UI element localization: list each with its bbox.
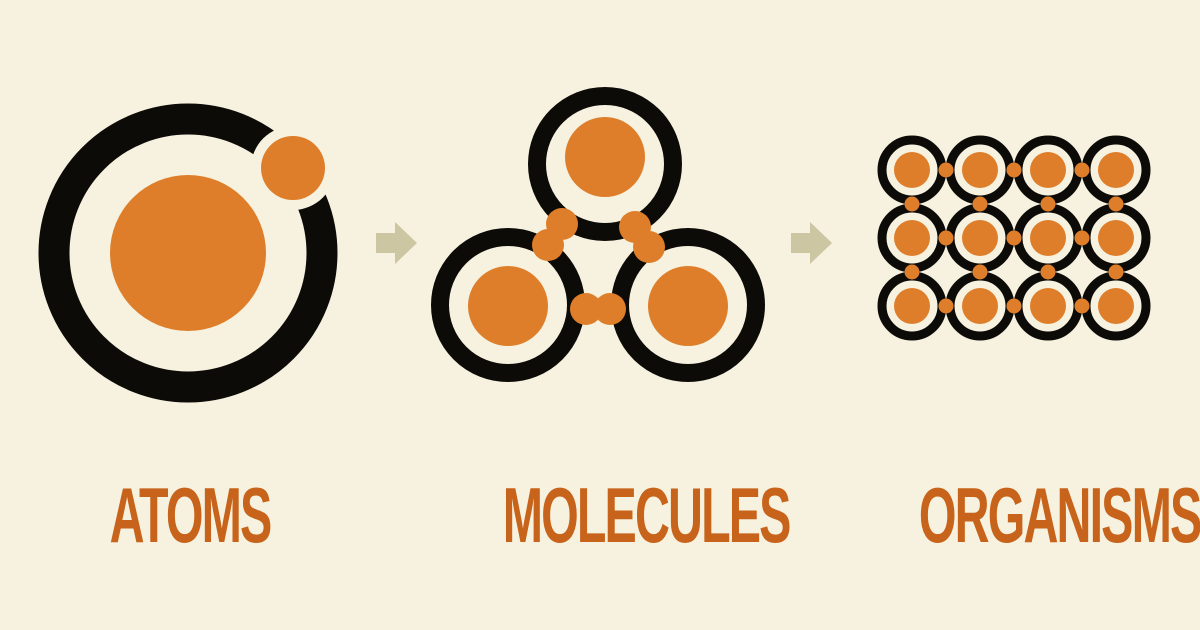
organism-bond: [938, 230, 954, 246]
stage-label-organisms: ORGANISMS: [918, 471, 1200, 559]
organism-bond: [1006, 162, 1022, 178]
organism-cell-nucleus: [894, 288, 930, 324]
molecule-nucleus-left: [468, 266, 548, 346]
organism-bond: [938, 298, 954, 314]
organism-cell-nucleus: [1030, 152, 1066, 188]
organism-bond: [1074, 230, 1090, 246]
organism-icon: [877, 135, 1151, 341]
organism-cell-nucleus: [1030, 288, 1066, 324]
atom-orbit-ring: [38, 103, 338, 403]
organism-cell-nucleus: [962, 152, 998, 188]
organism-bond: [1040, 264, 1056, 280]
arrow-right-icon: [791, 222, 832, 264]
atom-electron: [261, 136, 325, 200]
organism-cell-nucleus: [894, 220, 930, 256]
arrow-right-icon: [376, 222, 417, 264]
organism-bond: [1040, 196, 1056, 212]
molecule-bond-bottom: [570, 293, 626, 325]
atom-icon: [38, 103, 338, 403]
organism-cell-nucleus: [1098, 288, 1134, 324]
organism-bond: [1006, 298, 1022, 314]
organism-bond: [1074, 298, 1090, 314]
organism-cell-nucleus: [1030, 220, 1066, 256]
organism-bond: [1006, 230, 1022, 246]
organism-bond: [972, 196, 988, 212]
organism-bond: [938, 162, 954, 178]
molecule-bond-right: [619, 211, 665, 263]
atom-nucleus: [110, 175, 266, 331]
organism-bond: [972, 264, 988, 280]
molecule-bond-left: [532, 208, 578, 261]
molecule-icon: [431, 87, 765, 382]
molecule-ring-top: [528, 87, 682, 241]
organism-bond: [1074, 162, 1090, 178]
stage-label-molecules: MOLECULES: [502, 471, 792, 559]
stage-label-atoms: ATOMS: [109, 471, 273, 559]
molecule-nucleus-right: [648, 266, 728, 346]
organism-cell-nucleus: [1098, 220, 1134, 256]
molecule-nucleus-top: [565, 117, 645, 197]
organism-cell-nucleus: [1098, 152, 1134, 188]
organism-bond: [904, 196, 920, 212]
organism-bond: [1108, 264, 1124, 280]
organism-cell-nucleus: [962, 220, 998, 256]
organism-cell-nucleus: [962, 288, 998, 324]
organism-bond: [1108, 196, 1124, 212]
organism-bond: [904, 264, 920, 280]
organism-cell-nucleus: [894, 152, 930, 188]
